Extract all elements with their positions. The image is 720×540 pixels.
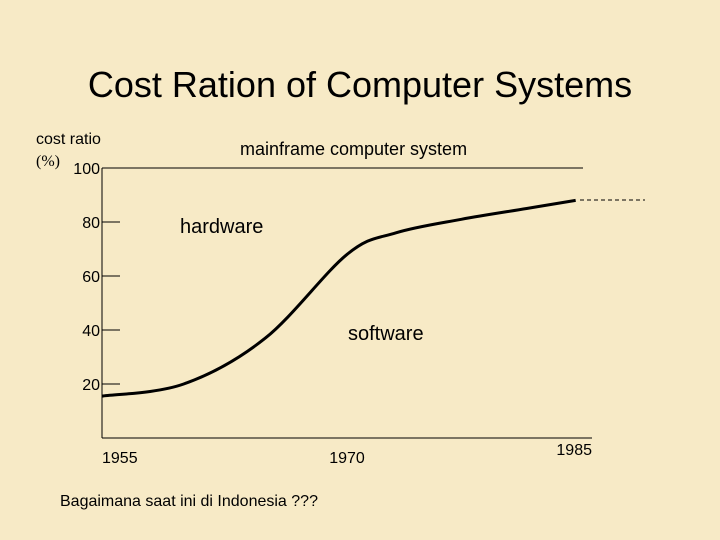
x-tick-label: 1970 [329, 450, 365, 467]
footnote: Bagaimana saat ini di Indonesia ??? [60, 493, 318, 510]
annotation: software [348, 323, 424, 345]
y-axis-label: (%) [36, 153, 60, 170]
cost-curve [101, 198, 576, 398]
annotation: mainframe computer system [240, 139, 467, 159]
chart-title: Cost Ration of Computer Systems [88, 64, 632, 105]
y-tick-label: 20 [82, 377, 100, 394]
y-axis-label: cost ratio [36, 131, 101, 148]
y-tick-label: 100 [73, 161, 100, 178]
annotation: hardware [180, 216, 263, 238]
x-tick-label: 1955 [102, 450, 138, 467]
y-tick-label: 60 [82, 269, 100, 286]
y-tick-label: 80 [82, 215, 100, 232]
x-tick-label: 1985 [556, 442, 592, 459]
y-tick-label: 40 [82, 323, 100, 340]
